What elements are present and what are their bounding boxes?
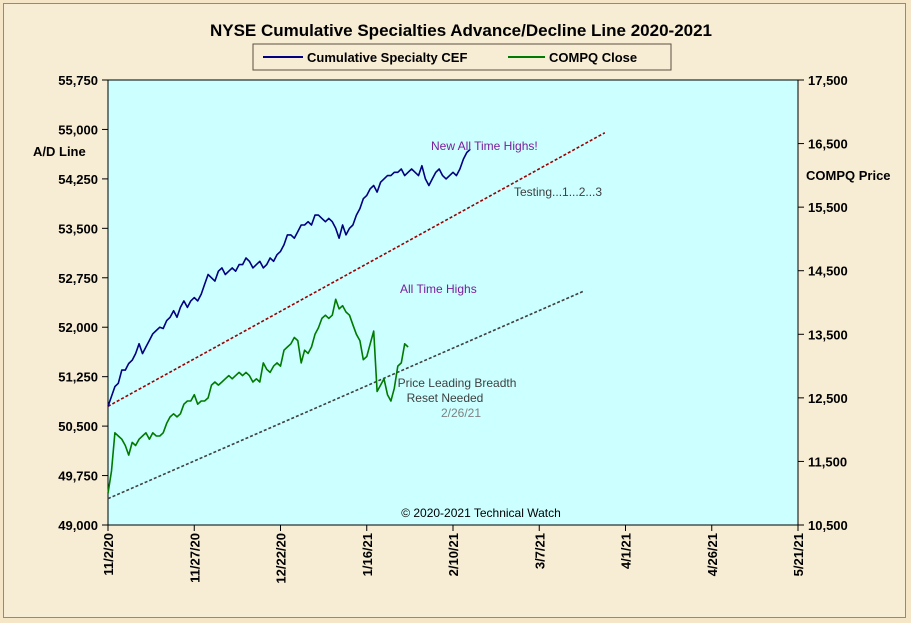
trendline-2 bbox=[107, 290, 585, 500]
trendlines bbox=[107, 132, 606, 500]
copyright-text: © 2020-2021 Technical Watch bbox=[401, 506, 561, 520]
x-tick-label: 2/10/21 bbox=[446, 533, 461, 576]
series-lines bbox=[107, 148, 471, 494]
y-left-tick-label: 55,000 bbox=[58, 122, 98, 137]
legend-label-compq: COMPQ Close bbox=[549, 50, 637, 65]
y-right-tick-label: 16,500 bbox=[808, 137, 848, 152]
trendline-1 bbox=[107, 132, 606, 408]
plot-area bbox=[107, 79, 799, 526]
annotation-price-leading: Price Leading Breadth bbox=[398, 376, 517, 390]
x-tick-label: 3/7/21 bbox=[532, 533, 547, 569]
chart-title: NYSE Cumulative Specialties Advance/Decl… bbox=[210, 21, 712, 40]
y-left-tick-label: 55,750 bbox=[58, 73, 98, 88]
y-right-tick-label: 12,500 bbox=[808, 391, 848, 406]
y-left-tick-label: 51,250 bbox=[58, 370, 98, 385]
x-tick-label: 11/27/20 bbox=[187, 533, 202, 583]
y-right-label: COMPQ Price bbox=[806, 168, 891, 183]
y-left-tick-label: 49,750 bbox=[58, 469, 98, 484]
y-right-tick-label: 17,500 bbox=[808, 73, 848, 88]
y-right-tick-label: 14,500 bbox=[808, 264, 848, 279]
y-right-tick-label: 15,500 bbox=[808, 200, 848, 215]
y-right-tick-label: 10,500 bbox=[808, 518, 848, 533]
y-right-tick-label: 13,500 bbox=[808, 327, 848, 342]
y-left-tick-label: 50,500 bbox=[58, 419, 98, 434]
annotation-all-time-highs: All Time Highs bbox=[400, 282, 477, 296]
legend: Cumulative Specialty CEF COMPQ Close bbox=[252, 43, 672, 71]
series-line-compq bbox=[107, 298, 409, 494]
x-tick-label: 4/1/21 bbox=[619, 533, 634, 569]
y-left-tick-label: 52,000 bbox=[58, 320, 98, 335]
x-tick-label: 1/16/21 bbox=[360, 533, 375, 576]
annotation-date: 2/26/21 bbox=[441, 406, 481, 420]
axes: 55,750 55,000 54,250 53,500 52,750 52,000 51,2… bbox=[58, 73, 848, 584]
annotation-testing: Testing...1...2...3 bbox=[514, 185, 602, 199]
y-left-label: A/D Line bbox=[33, 144, 86, 159]
y-left-tick-label: 52,750 bbox=[58, 271, 98, 286]
legend-box bbox=[252, 43, 672, 71]
y-right-tick-label: 11,500 bbox=[808, 454, 847, 469]
series-line-cef bbox=[107, 148, 471, 407]
y-left-tick-label: 54,250 bbox=[58, 172, 98, 187]
annotation-new-highs: New All Time Highs! bbox=[431, 139, 538, 153]
y-left-tick-label: 49,000 bbox=[58, 518, 98, 533]
x-tick-label: 4/26/21 bbox=[705, 533, 720, 576]
x-tick-label: 12/22/20 bbox=[274, 533, 289, 584]
x-tick-label: 5/21/21 bbox=[791, 533, 806, 576]
legend-label-cef: Cumulative Specialty CEF bbox=[307, 50, 467, 65]
x-tick-label: 11/2/20 bbox=[101, 533, 116, 576]
y-left-tick-label: 53,500 bbox=[58, 221, 98, 236]
annotation-reset-needed: Reset Needed bbox=[407, 391, 484, 405]
